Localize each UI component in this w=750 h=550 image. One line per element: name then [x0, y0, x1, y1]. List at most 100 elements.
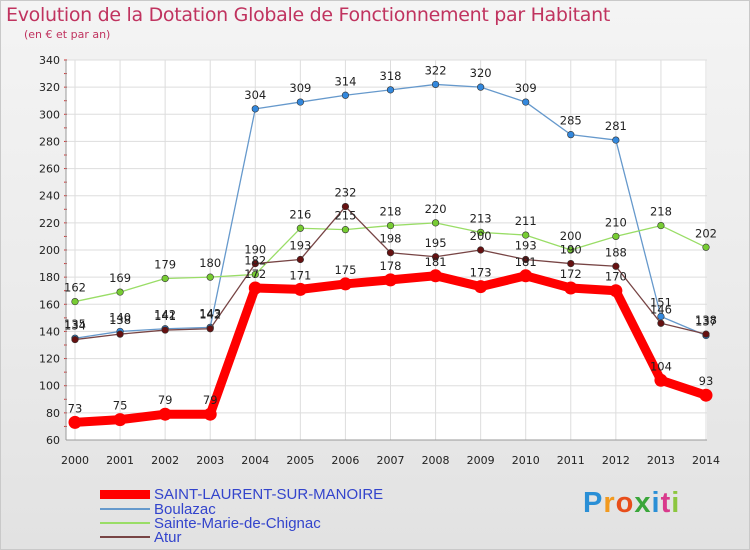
data-point	[612, 262, 620, 270]
data-label: 178	[380, 259, 402, 273]
x-tick-label: 2011	[557, 454, 585, 467]
data-point	[293, 282, 307, 296]
data-label: 75	[113, 399, 128, 413]
y-tick-label: 100	[39, 380, 60, 393]
x-tick-label: 2010	[512, 454, 540, 467]
data-label: 314	[334, 74, 356, 88]
data-label: 140	[109, 310, 131, 324]
data-label: 304	[244, 88, 266, 102]
data-label: 79	[203, 393, 218, 407]
data-point	[158, 407, 172, 421]
data-point	[206, 273, 214, 281]
x-tick-label: 2014	[692, 454, 720, 467]
data-label: 220	[425, 202, 447, 216]
y-tick-label: 120	[39, 353, 60, 366]
data-point	[251, 270, 259, 279]
data-label: 281	[605, 119, 627, 133]
data-point	[699, 388, 713, 402]
data-point	[612, 232, 620, 241]
data-label: 172	[560, 267, 582, 281]
data-label: 200	[470, 229, 492, 243]
data-point	[296, 98, 304, 106]
data-label: 79	[158, 393, 173, 407]
data-point	[338, 277, 352, 291]
data-point	[522, 255, 530, 264]
data-label: 138	[695, 313, 717, 327]
data-label: 169	[109, 271, 131, 285]
data-point	[609, 284, 623, 298]
y-tick-label: 320	[39, 81, 60, 94]
y-tick-label: 280	[39, 135, 60, 148]
data-label: 200	[560, 229, 582, 243]
data-point	[567, 131, 575, 139]
data-label: 142	[199, 308, 221, 322]
data-point	[612, 136, 620, 144]
x-tick-label: 2001	[106, 454, 134, 467]
data-point	[341, 226, 350, 234]
data-label: 309	[289, 81, 311, 95]
y-tick-label: 240	[39, 190, 60, 203]
data-point	[429, 269, 443, 283]
data-point	[657, 221, 665, 230]
legend-swatch	[100, 489, 150, 499]
y-tick-label: 300	[39, 108, 60, 121]
data-label: 138	[109, 313, 131, 327]
data-label: 141	[154, 309, 176, 323]
data-label: 134	[64, 319, 86, 333]
data-label: 232	[334, 186, 356, 200]
x-tick-label: 2002	[151, 454, 179, 467]
data-label: 170	[605, 270, 627, 284]
data-label: 175	[334, 263, 356, 277]
data-point	[564, 281, 578, 295]
x-tick-label: 2004	[241, 454, 269, 467]
data-point	[116, 288, 124, 296]
data-label: 162	[64, 281, 86, 295]
legend-swatch	[100, 508, 150, 510]
data-label: 142	[154, 308, 176, 322]
data-point	[341, 91, 350, 99]
data-point	[296, 255, 304, 264]
data-point	[113, 413, 127, 427]
data-point	[702, 243, 710, 251]
legend-swatch	[100, 536, 150, 538]
data-point	[522, 231, 530, 239]
y-tick-label: 200	[39, 244, 60, 257]
data-label: 193	[515, 239, 537, 253]
data-point	[71, 335, 79, 344]
data-point	[296, 224, 304, 232]
legend-item: Atur	[100, 529, 182, 545]
data-label: 285	[560, 114, 582, 128]
legend-label: Boulazac	[154, 500, 216, 518]
data-point	[203, 407, 217, 421]
y-tick-label: 160	[39, 298, 60, 311]
data-label: 188	[605, 245, 627, 259]
data-label: 202	[695, 226, 717, 240]
data-point	[206, 325, 214, 333]
data-label: 137	[695, 315, 717, 329]
data-point	[657, 319, 665, 327]
x-tick-label: 2006	[331, 454, 359, 467]
data-label: 318	[380, 69, 402, 83]
y-tick-label: 80	[46, 407, 60, 420]
data-point	[384, 273, 397, 287]
data-label: 195	[425, 236, 447, 250]
data-label: 173	[470, 266, 492, 280]
y-tick-label: 140	[39, 325, 60, 338]
chart-subtitle: (en € et par an)	[24, 28, 111, 41]
y-tick-label: 260	[39, 163, 60, 176]
x-tick-label: 2003	[196, 454, 224, 467]
y-tick-label: 220	[39, 217, 60, 230]
data-point	[431, 253, 440, 261]
data-label: 180	[199, 256, 221, 270]
data-label: 216	[289, 207, 311, 221]
data-point	[654, 373, 668, 387]
data-point	[248, 281, 262, 295]
data-point	[161, 274, 169, 283]
data-label: 198	[380, 232, 402, 246]
data-label: 146	[650, 302, 672, 316]
x-tick-label: 2000	[61, 454, 89, 467]
data-label: 215	[334, 209, 356, 223]
data-label: 182	[244, 253, 266, 267]
data-label: 171	[289, 268, 311, 282]
